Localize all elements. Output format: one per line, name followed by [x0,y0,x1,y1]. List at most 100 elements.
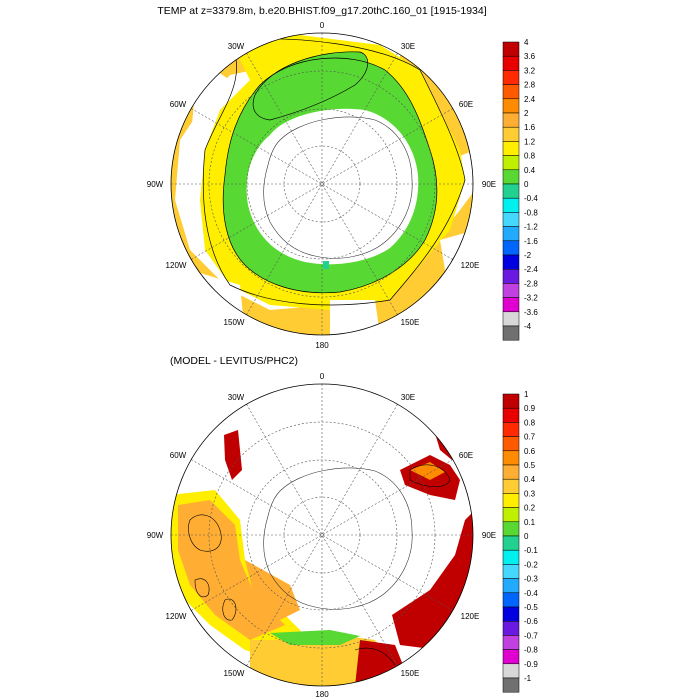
panel2-contours [188,464,451,666]
panel1-colorbar-box [502,155,520,171]
panel1-lon-30w: 30W [228,42,245,51]
panel2-lon-90e: 90E [482,531,496,540]
panel2-colorbar-box [502,677,520,693]
panel2-colorbar-label: 0.8 [524,418,536,427]
panel2-field-orange-wedge [245,560,300,625]
panel1-colorbar-box [502,297,520,313]
panel2-colorbar-box [502,407,520,423]
panel2-colorbar-label: -0.4 [524,589,538,598]
panel1-lon-60w: 60W [170,100,187,109]
panel2-colorbar-label: -0.2 [524,560,538,569]
panel1-lon-180: 180 [315,341,329,350]
panel1-colorbar-box [502,311,520,327]
panel1-colorbar-label: 1.2 [524,137,536,146]
panel1-colorbar-label: 2 [524,109,529,118]
panel2-colorbar-box [502,649,520,665]
panel2-colorbar-box [502,436,520,452]
panel2-colorbar-box [502,393,520,409]
panel1-colorbar-label: -3.6 [524,308,538,317]
panel2-colorbar-label: -0.7 [524,631,538,640]
panel2-colorbar-box [502,478,520,494]
panel1-colorbar-label: 3.2 [524,66,536,75]
panel2-lon-30e: 30E [401,393,415,402]
panel2-colorbar-box [502,663,520,679]
panel2-colorbar: 1 0.9 0.8 0.7 0.6 0.5 0.4 0.3 0.2 0.1 0 -0.1 -0.2 -0.… [502,390,538,693]
panel1-lon-0: 0 [320,21,325,30]
panel2-graticule [171,384,473,686]
panel2-title: (MODEL - LEVITUS/PHC2) [170,355,298,367]
panel1-colorbar-label: 0.8 [524,152,536,161]
panel2-colorbar-box [502,464,520,480]
panel1-colorbar-box [502,226,520,242]
panel2-lon-150e: 150E [401,669,420,678]
panel1-colorbar-box [502,169,520,185]
panel1-colorbar-box [502,98,520,114]
panel2-colorbar-label: -0.3 [524,575,538,584]
panel2-colorbar-box [502,549,520,565]
panel2-colorbar-box [502,493,520,508]
panel1-colorbar-box [502,197,520,213]
panel2-field-red-north [224,430,242,480]
panel2-map [170,383,474,687]
panel1-colorbar-label: 2.4 [524,95,536,104]
panel2-colorbar-box [502,422,520,437]
panel1-colorbar-label: 4 [524,38,529,47]
panel2-colorbar-label: -1 [524,674,532,683]
panel2-colorbar-label: 0.3 [524,489,536,498]
panel2-colorbar-box [502,606,520,622]
panel2-colorbar-box [502,507,520,523]
panel1-colorbar-box [502,112,520,128]
panel1-colorbar-box [502,126,520,142]
panel1-colorbar-box [502,84,520,100]
panel1-nodata-newzealand [330,300,380,335]
panel1-colorbar-label: 3.6 [524,52,536,61]
panel1-colorbar-box [502,268,520,284]
panel2-colorbar-label: 0.1 [524,518,536,527]
panel1-colorbar-label: 1.6 [524,123,536,132]
panel2-lon-60e: 60E [459,451,473,460]
panel1-lon-150e: 150E [401,318,420,327]
panel2-colorbar-label: 0.9 [524,404,536,413]
panel2-map-border [170,383,474,687]
panel2-colorbar-box [502,620,520,636]
panel1-colorbar-box [502,254,520,270]
panel2-field-band-south [250,635,390,686]
panel2-colorbar-box [502,521,520,537]
panel2-lon-60w: 60W [170,451,187,460]
panel1-title: TEMP at z=3379.8m, b.e20.BHIST.f09_g17.2… [157,5,486,17]
panel1-colorbar-label: -3.2 [524,294,538,303]
panel1-colorbar-box [502,240,520,256]
panel2-colorbar-label: 0.4 [524,475,536,484]
panel2-lon-180: 180 [315,690,329,699]
panel1-colorbar-labels: 4 3.6 3.2 2.8 2.4 2 1.6 1.2 0.8 0.4 0 -0.4 -0.8 -1.2 -… [524,38,538,331]
panel2-colorbar-box [502,535,520,551]
panel1-colorbar-label: -2.4 [524,265,538,274]
panel1-colorbar-label: -2.8 [524,279,538,288]
panel1-colorbar-label: -1.6 [524,237,538,246]
panel1-colorbar-label: -4 [524,322,532,331]
panel1-colorbar-boxes [502,41,520,341]
panel1-lon-120e: 120E [461,261,480,270]
panel2-colorbar-box [502,564,520,579]
panel1-colorbar-label: -0.8 [524,208,538,217]
panel2-colorbar-label: 0.6 [524,447,536,456]
panel1-colorbar-box [502,141,520,156]
panel1-colorbar-box [502,325,520,341]
panel2-colorbar-box [502,450,520,466]
panel2-colorbar-label: 0.5 [524,461,536,470]
panel1-lon-150w: 150W [224,318,245,327]
panel1-colorbar-label: 0 [524,180,529,189]
panel2-colorbar-label: -0.8 [524,646,538,655]
panel2-colorbar-box [502,592,520,608]
panel2-lon-0: 0 [320,372,325,381]
panel2-colorbar-label: -0.1 [524,546,538,555]
panel2-coastline-antarctica [263,467,413,610]
panel1-lon-90w: 90W [147,180,164,189]
panel1-lon-90e: 90E [482,180,496,189]
panel2-lon-30w: 30W [228,393,245,402]
panel2-colorbar-label: 0.2 [524,504,536,513]
panel2-colorbar-label: 0 [524,532,529,541]
panel1-lon-60e: 60E [459,100,473,109]
panel1-map [170,32,474,336]
panel2-colorbar-box [502,635,520,650]
